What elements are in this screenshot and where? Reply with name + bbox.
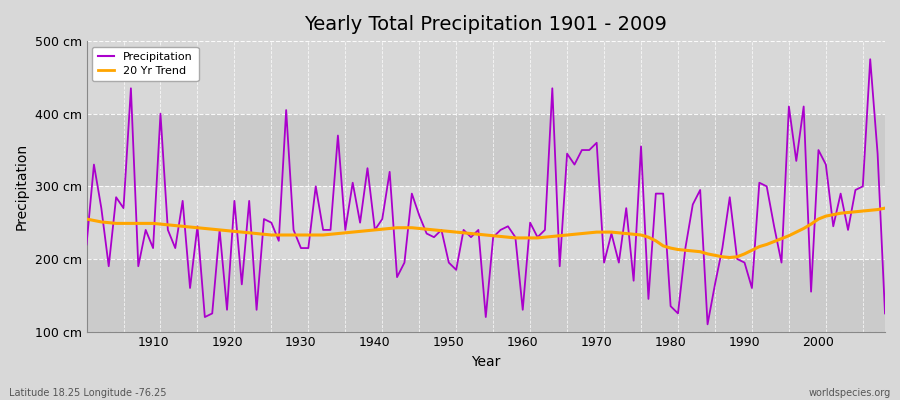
Text: Latitude 18.25 Longitude -76.25: Latitude 18.25 Longitude -76.25 <box>9 388 166 398</box>
Legend: Precipitation, 20 Yr Trend: Precipitation, 20 Yr Trend <box>92 47 199 81</box>
Text: worldspecies.org: worldspecies.org <box>809 388 891 398</box>
X-axis label: Year: Year <box>471 355 500 369</box>
Bar <box>86 259 885 332</box>
Title: Yearly Total Precipitation 1901 - 2009: Yearly Total Precipitation 1901 - 2009 <box>304 15 667 34</box>
Bar <box>86 114 885 186</box>
Bar <box>86 41 885 114</box>
Bar <box>86 186 885 259</box>
Y-axis label: Precipitation: Precipitation <box>15 143 29 230</box>
